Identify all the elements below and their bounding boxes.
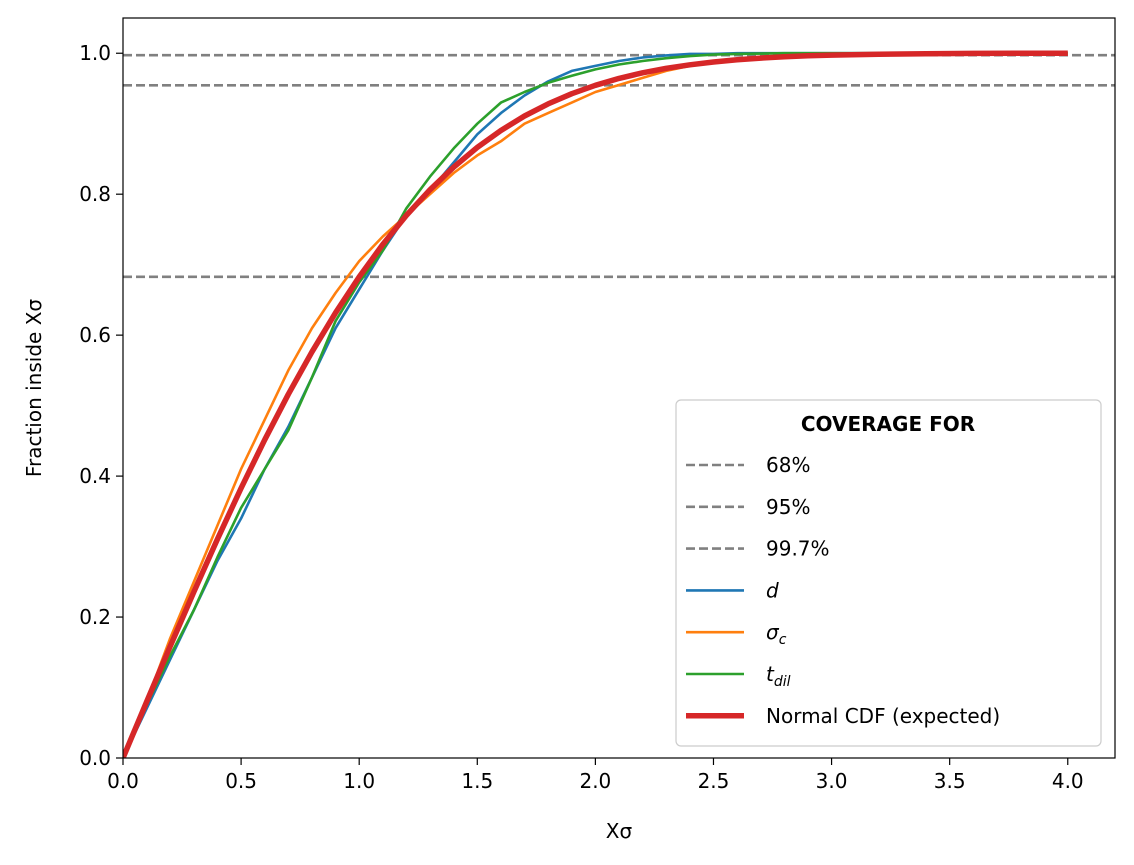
y-axis-label: Fraction inside Xσ (22, 299, 46, 477)
y-tick-label: 0.0 (79, 746, 111, 770)
legend-box (675, 399, 1102, 747)
x-tick-label: 1.0 (343, 769, 375, 793)
legend-title: COVERAGE FOR (801, 412, 975, 436)
series-lines (123, 50, 1068, 758)
legend-label: 95% (766, 495, 810, 519)
y-tick-label: 0.4 (79, 464, 111, 488)
y-tick-label: 1.0 (79, 41, 111, 65)
x-tick-label: 0.5 (225, 769, 257, 793)
legend-label: σc (766, 620, 787, 648)
x-tick-label: 0.0 (107, 769, 139, 793)
legend-item: 68% (686, 453, 810, 477)
legend-item: 99.7% (686, 537, 830, 561)
legend-label: 68% (766, 453, 810, 477)
y-tick-label: 0.6 (79, 323, 111, 347)
y-axis-ticks: 0.0 0.2 0.4 0.6 0.8 1.0 (79, 41, 123, 770)
legend-label: tdil (766, 662, 791, 690)
legend-item: tdil (686, 662, 791, 690)
legend-label: Normal CDF (expected) (766, 704, 1000, 728)
legend-label: d (766, 578, 779, 602)
y-tick-label: 0.8 (79, 182, 111, 206)
legend-item: Normal CDF (expected) (686, 704, 1000, 728)
legend-label: 99.7% (766, 537, 830, 561)
x-tick-label: 2.0 (579, 769, 611, 793)
legend: COVERAGE FOR 68% 95% 99.7% d σc tdil Normal CD… (675, 399, 1102, 747)
legend-item: σc (686, 620, 787, 648)
x-tick-label: 3.5 (934, 769, 966, 793)
legend-item: d (686, 578, 779, 602)
x-tick-label: 3.0 (816, 769, 848, 793)
x-tick-label: 2.5 (698, 769, 730, 793)
x-axis-ticks: 0.0 0.5 1.0 1.5 2.0 2.5 3.0 3.5 4.0 (107, 758, 1084, 793)
plot-frame (122, 17, 1116, 759)
legend-item: 95% (686, 495, 810, 519)
x-tick-label: 4.0 (1052, 769, 1084, 793)
x-tick-label: 1.5 (461, 769, 493, 793)
x-axis-label: Xσ (606, 819, 633, 843)
y-tick-label: 0.2 (79, 605, 111, 629)
series-line-3 (123, 50, 1068, 758)
legend-entries: 68% 95% 99.7% d σc tdil Normal CDF (expected) (686, 453, 1000, 728)
series-line-2 (123, 51, 1068, 758)
